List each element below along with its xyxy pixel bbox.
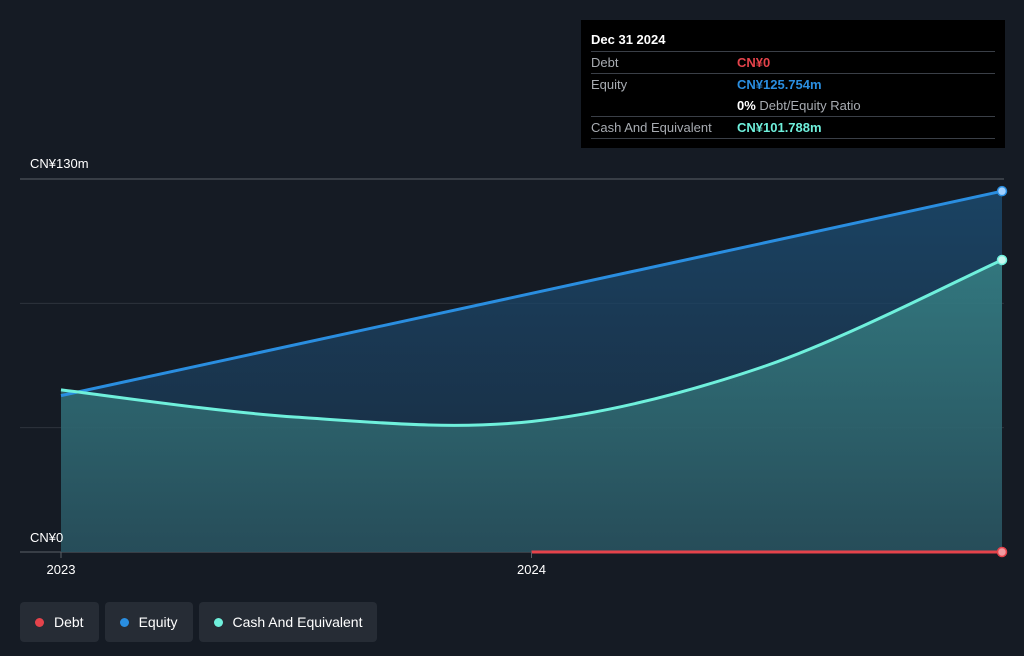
tooltip-ratio-row: 0% Debt/Equity Ratio [591, 95, 995, 117]
cash-line [60, 258, 1003, 427]
legend-item-equity[interactable]: Equity [104, 602, 193, 642]
cash-area [61, 259, 1002, 552]
cash-end-point[interactable] [996, 254, 1008, 266]
y-tick-label-max: CN¥130m [30, 156, 89, 171]
tooltip-debt-row: Debt CN¥0 [591, 52, 995, 74]
label-layer: CN¥130m CN¥0 2023 2024 [30, 156, 546, 577]
equity-end-point[interactable] [996, 185, 1008, 197]
equity-line [60, 189, 1003, 398]
y-tick-label-min: CN¥0 [30, 530, 63, 545]
tooltip-equity-row: Equity CN¥125.754m [591, 74, 995, 95]
chart-legend: Debt Equity Cash And Equivalent [20, 602, 378, 642]
legend-cash-label: Cash And Equivalent [232, 614, 363, 630]
debt-equity-chart: CN¥130m CN¥0 2023 2024 [20, 156, 1008, 577]
data-tooltip: Dec 31 2024 Debt CN¥0 Equity CN¥125.754m… [581, 20, 1005, 148]
tooltip-date: Dec 31 2024 [591, 29, 995, 52]
legend-debt-label: Debt [54, 614, 84, 630]
tooltip-cash-row: Cash And Equivalent CN¥101.788m [591, 117, 995, 139]
legend-item-debt[interactable]: Debt [20, 602, 99, 642]
x-tick-label: 2023 [47, 562, 76, 577]
tooltip-ratio-percent: 0% [737, 98, 756, 113]
tooltip-cash-value: CN¥101.788m [737, 120, 822, 135]
tooltip-debt-label: Debt [591, 55, 619, 70]
x-tick-label: 2024 [517, 562, 546, 577]
equity-dot-icon [119, 617, 129, 627]
tooltip-equity-value: CN¥125.754m [737, 77, 822, 92]
legend-equity-label: Equity [138, 614, 178, 630]
area-layer [61, 191, 1002, 553]
legend-item-cash[interactable]: Cash And Equivalent [198, 602, 378, 642]
tooltip-cash-label: Cash And Equivalent [591, 120, 712, 135]
tooltip-debt-value: CN¥0 [737, 55, 771, 70]
cash-dot-icon [213, 617, 223, 627]
debt-dot-icon [35, 617, 44, 627]
tooltip-ratio-label: Debt/Equity Ratio [759, 98, 861, 113]
tooltip-ratio: 0% Debt/Equity Ratio [737, 95, 861, 116]
tooltip-equity-label: Equity [591, 77, 628, 92]
debt-end-point[interactable] [996, 546, 1008, 558]
line-layer [60, 185, 1008, 558]
